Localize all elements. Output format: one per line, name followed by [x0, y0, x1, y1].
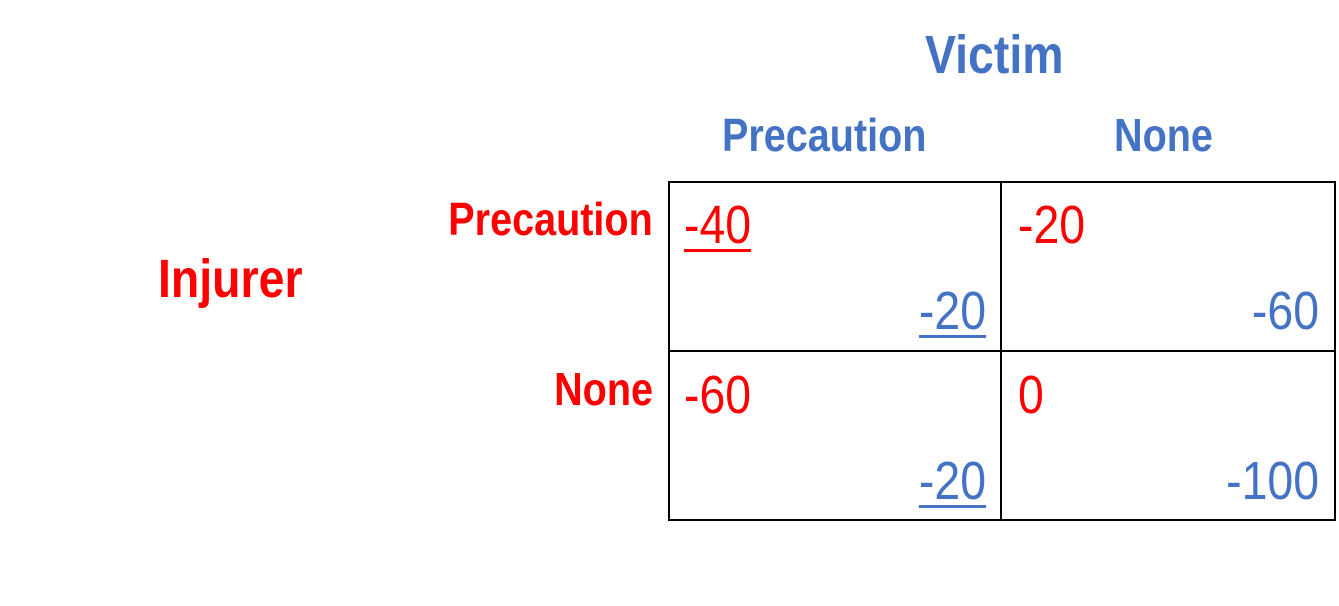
column-player-label: Victim — [925, 25, 1064, 85]
victim-payoff-precaution-none: -60 — [1251, 281, 1319, 341]
victim-payoff-precaution-precaution: -20 — [918, 281, 986, 341]
injurer-payoff-precaution-precaution: -40 — [684, 195, 752, 255]
injurer-payoff-precaution-none: -20 — [1018, 195, 1086, 255]
injurer-payoff-none-precaution: -60 — [684, 365, 752, 425]
row-label-none: None — [554, 363, 653, 415]
injurer-payoff-none-none: 0 — [1018, 365, 1044, 425]
column-label-none: None — [1114, 109, 1213, 161]
victim-payoff-none-precaution: -20 — [918, 451, 986, 511]
matrix-row-divider — [668, 350, 1336, 352]
column-label-precaution: Precaution — [722, 109, 927, 161]
row-player-label: Injurer — [158, 249, 303, 309]
row-label-precaution: Precaution — [448, 193, 653, 245]
victim-payoff-none-none: -100 — [1226, 451, 1319, 511]
